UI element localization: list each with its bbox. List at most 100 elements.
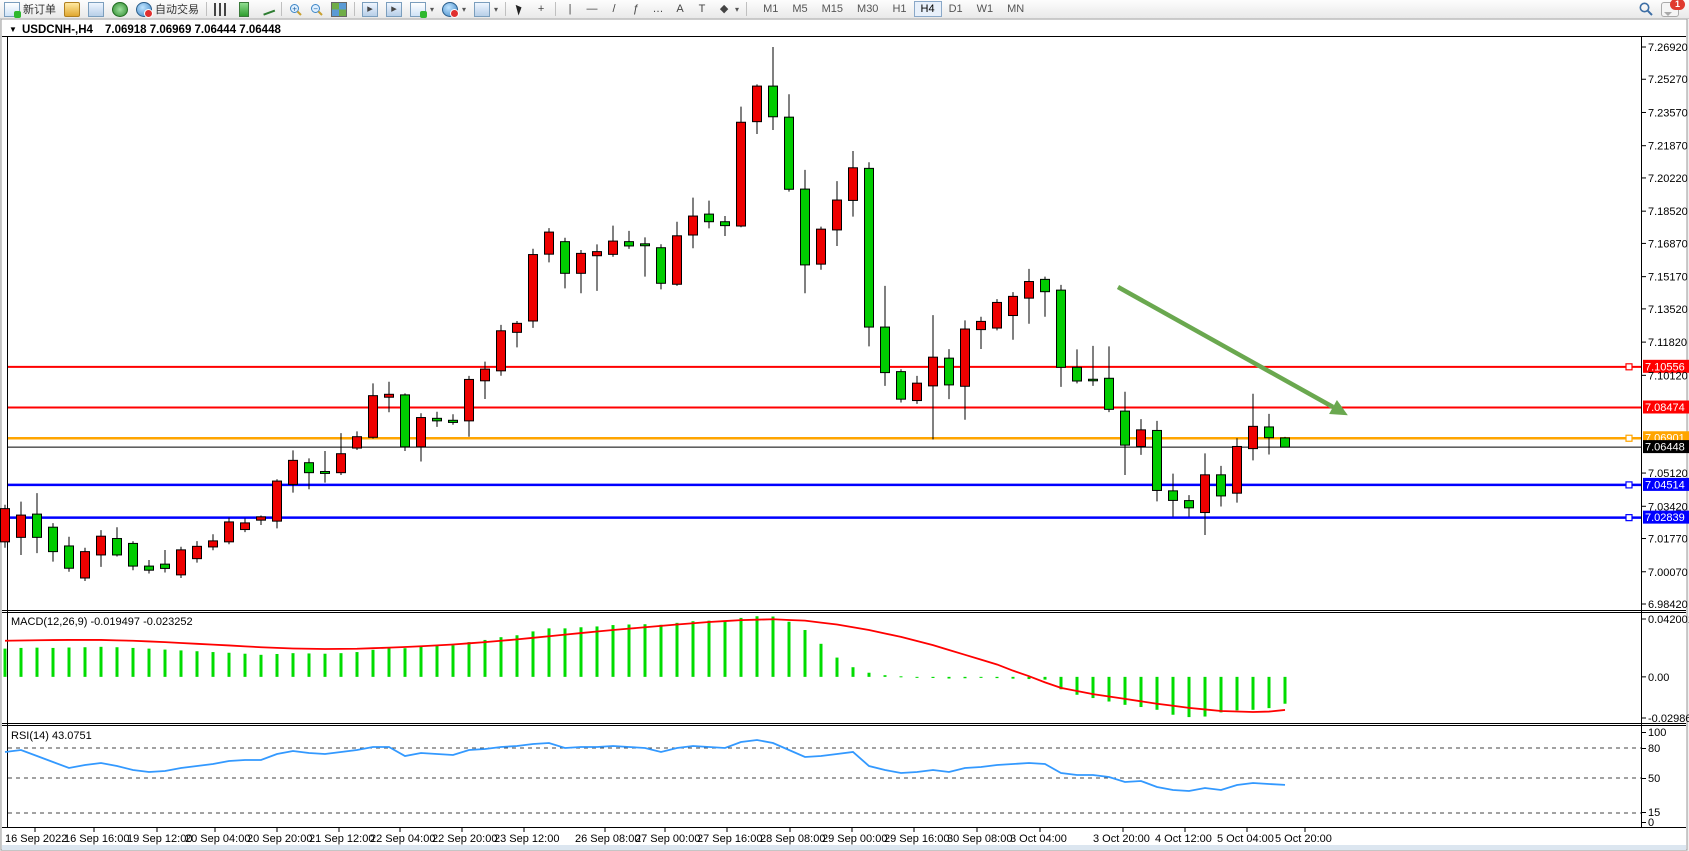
trend-arrow-annotation[interactable] bbox=[1116, 285, 1348, 416]
separator bbox=[281, 2, 282, 16]
svg-text:6.98420: 6.98420 bbox=[1648, 599, 1688, 611]
market-button[interactable] bbox=[60, 1, 84, 17]
timeframe-button-m15[interactable]: M15 bbox=[821, 3, 844, 15]
chevron-down-icon: ▾ bbox=[494, 4, 499, 14]
svg-text:27 Sep 16:00: 27 Sep 16:00 bbox=[697, 833, 762, 845]
arrange-button-2[interactable]: ▸ bbox=[382, 1, 406, 17]
svg-text:7.06448: 7.06448 bbox=[1645, 442, 1685, 454]
svg-text:−: − bbox=[313, 4, 318, 13]
tile-windows-icon bbox=[331, 1, 347, 17]
svg-text:7.23570: 7.23570 bbox=[1648, 107, 1688, 119]
notifications-button[interactable]: 1 bbox=[1661, 0, 1685, 17]
zoom-in-button[interactable]: + bbox=[285, 1, 306, 17]
svg-text:7.08474: 7.08474 bbox=[1645, 402, 1685, 414]
svg-text:4 Oct 12:00: 4 Oct 12:00 bbox=[1155, 833, 1212, 845]
chart-title-quotes: 7.06918 7.06969 7.06444 7.06448 bbox=[105, 24, 281, 36]
line-chart-icon bbox=[258, 0, 276, 16]
timeframe-button-m1[interactable]: M1 bbox=[763, 3, 779, 15]
period-button[interactable]: ▾ bbox=[438, 1, 470, 18]
zoom-out-icon: − bbox=[311, 3, 323, 16]
svg-text:0: 0 bbox=[1648, 817, 1654, 829]
chart-candles-button[interactable] bbox=[232, 1, 256, 17]
timeframe-button-h1[interactable]: H1 bbox=[892, 3, 907, 15]
separator bbox=[555, 2, 557, 16]
bar-chart-icon bbox=[214, 2, 228, 16]
crosshair-button[interactable]: + bbox=[530, 1, 552, 17]
arrange-button-1[interactable]: ▸ bbox=[358, 1, 382, 17]
hline-tool-button[interactable]: — bbox=[581, 1, 603, 17]
macd-indicator: MACD(12,26,9) -0.019497 -0.023252 0.04200… bbox=[3, 614, 1689, 725]
svg-text:0.00: 0.00 bbox=[1648, 672, 1669, 684]
separator bbox=[505, 2, 507, 16]
timeframe-button-m30[interactable]: M30 bbox=[857, 3, 879, 15]
trendline-icon: / bbox=[612, 2, 616, 15]
signals-button[interactable] bbox=[108, 1, 132, 17]
text-tool-button[interactable]: A bbox=[669, 1, 691, 17]
svg-text:7.01770: 7.01770 bbox=[1648, 534, 1688, 546]
zoom-in-icon: + bbox=[290, 3, 302, 16]
trendline-tool-button[interactable]: / bbox=[603, 1, 625, 17]
label-tool-button[interactable]: T bbox=[691, 1, 713, 17]
crosshair-icon: + bbox=[537, 2, 545, 15]
svg-text:7.25270: 7.25270 bbox=[1648, 74, 1688, 86]
new-order-button[interactable]: 新订单 bbox=[0, 1, 60, 18]
text-label-icon: T bbox=[698, 2, 706, 15]
svg-text:15: 15 bbox=[1648, 807, 1660, 819]
collapse-icon[interactable]: ▼ bbox=[9, 25, 17, 34]
terminal-button[interactable] bbox=[84, 1, 108, 17]
channel-icon: … bbox=[652, 2, 664, 15]
svg-text:28 Sep 08:00: 28 Sep 08:00 bbox=[760, 833, 825, 845]
svg-text:7.10120: 7.10120 bbox=[1648, 370, 1688, 382]
bottom-scroll-strip[interactable] bbox=[2, 845, 1686, 850]
indicators-icon bbox=[474, 1, 491, 17]
timeframe-button-mn[interactable]: MN bbox=[1007, 3, 1025, 15]
svg-text:29 Sep 00:00: 29 Sep 00:00 bbox=[822, 833, 887, 845]
signals-icon bbox=[112, 1, 128, 17]
svg-text:7.11820: 7.11820 bbox=[1648, 337, 1687, 349]
indicators-button[interactable]: ▾ bbox=[470, 1, 502, 17]
svg-text:16 Sep 16:00: 16 Sep 16:00 bbox=[64, 833, 129, 845]
svg-text:7.05120: 7.05120 bbox=[1648, 468, 1688, 480]
svg-text:21 Sep 12:00: 21 Sep 12:00 bbox=[309, 833, 374, 845]
shapes-tool-button[interactable]: ◆ ▾ bbox=[713, 1, 743, 17]
svg-text:100: 100 bbox=[1648, 727, 1666, 739]
svg-text:5 Oct 20:00: 5 Oct 20:00 bbox=[1275, 833, 1332, 845]
vline-tool-button[interactable]: | bbox=[559, 1, 581, 17]
channel-tool-button[interactable]: … bbox=[647, 1, 669, 17]
autotrade-label: 自动交易 bbox=[155, 4, 199, 16]
tile-windows-button[interactable] bbox=[327, 1, 351, 17]
search-icon[interactable] bbox=[1639, 2, 1653, 16]
fibonacci-tool-button[interactable]: ƒ bbox=[625, 1, 647, 17]
notification-badge: 1 bbox=[1670, 0, 1685, 10]
autotrade-icon bbox=[136, 1, 153, 18]
timeframe-button-d1[interactable]: D1 bbox=[948, 3, 963, 15]
svg-text:23 Sep 12:00: 23 Sep 12:00 bbox=[494, 833, 559, 845]
terminal-icon bbox=[88, 1, 104, 17]
timeframe-button-h4[interactable]: H4 bbox=[913, 1, 942, 17]
timeframe-button-w1[interactable]: W1 bbox=[976, 3, 994, 15]
svg-text:5 Oct 04:00: 5 Oct 04:00 bbox=[1217, 833, 1274, 845]
chart-window-frame bbox=[0, 18, 1688, 851]
separator bbox=[746, 2, 748, 16]
timeframe-button-m5[interactable]: M5 bbox=[792, 3, 808, 15]
vertical-line-icon: | bbox=[568, 2, 572, 15]
autotrade-button[interactable]: 自动交易 bbox=[132, 1, 203, 18]
cursor-icon bbox=[515, 3, 524, 15]
svg-text:26 Sep 08:00: 26 Sep 08:00 bbox=[575, 833, 640, 845]
svg-text:7.18520: 7.18520 bbox=[1648, 206, 1688, 218]
chart-line-button[interactable] bbox=[256, 0, 278, 17]
svg-text:-0.029864: -0.029864 bbox=[1648, 713, 1689, 725]
chart-bars-button[interactable] bbox=[210, 1, 232, 17]
shapes-icon: ◆ bbox=[719, 2, 729, 15]
svg-text:7.21870: 7.21870 bbox=[1648, 141, 1688, 153]
zoom-out-button[interactable]: − bbox=[306, 1, 327, 17]
svg-text:22 Sep 20:00: 22 Sep 20:00 bbox=[432, 833, 497, 845]
fibonacci-icon: ƒ bbox=[632, 2, 640, 15]
add-chart-button[interactable]: ▾ bbox=[406, 1, 438, 18]
cursor-button[interactable] bbox=[509, 1, 530, 17]
svg-text:50: 50 bbox=[1648, 773, 1660, 785]
svg-text:+: + bbox=[292, 4, 297, 13]
svg-text:3 Oct 04:00: 3 Oct 04:00 bbox=[1010, 833, 1067, 845]
